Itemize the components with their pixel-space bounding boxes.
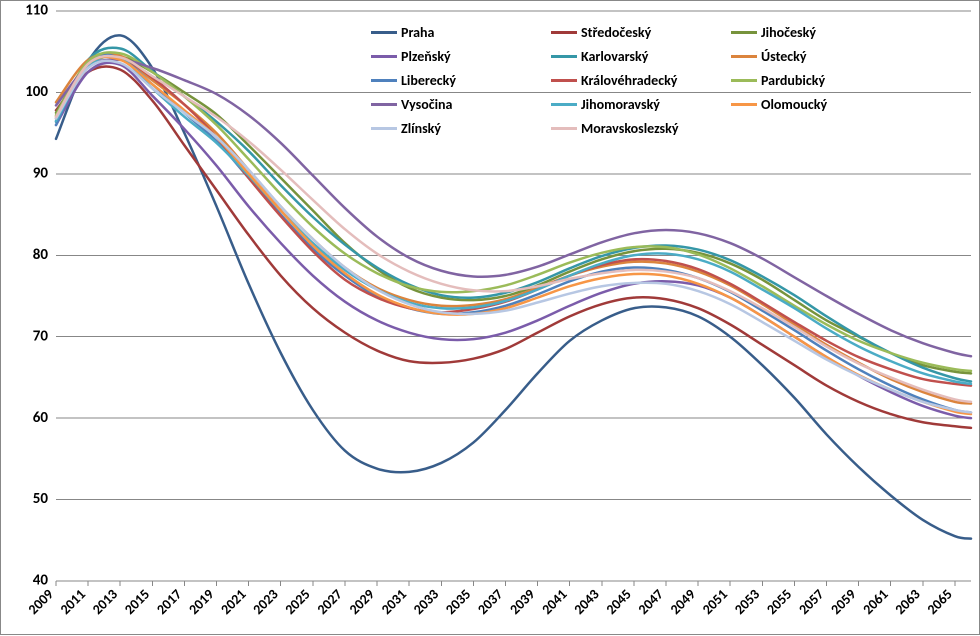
y-tick-label: 40 <box>33 572 49 590</box>
legend-swatch <box>371 55 397 58</box>
x-tick-label: 2025 <box>282 586 314 618</box>
legend-item: Pardubický <box>731 69 911 91</box>
y-tick-label: 70 <box>33 327 49 345</box>
legend-item: Olomoucký <box>731 93 911 115</box>
x-tick-label: 2045 <box>603 586 635 618</box>
x-tick-label: 2039 <box>506 586 538 618</box>
legend-label: Plzeňský <box>401 48 451 65</box>
x-tick-label: 2033 <box>410 586 442 618</box>
x-tick-label: 2011 <box>57 586 89 618</box>
legend-swatch <box>371 103 397 106</box>
y-tick-label: 90 <box>33 164 49 182</box>
x-tick-label: 2023 <box>249 586 281 618</box>
legend-item: Zlínský <box>371 117 551 139</box>
legend-item: Praha <box>371 21 551 43</box>
legend-label: Praha <box>401 24 434 41</box>
legend-item: Vysočina <box>371 93 551 115</box>
x-tick-label: 2027 <box>314 586 346 618</box>
legend-label: Jihočeský <box>761 24 816 41</box>
x-tick-label: 2013 <box>89 586 121 618</box>
legend-item: Jihočeský <box>731 21 911 43</box>
x-tick-label: 2065 <box>924 586 956 618</box>
legend-label: Olomoucký <box>761 96 827 113</box>
x-tick-label: 2059 <box>827 586 859 618</box>
legend-item: Královéhradecký <box>551 69 731 91</box>
x-tick-label: 2053 <box>731 586 763 618</box>
legend-swatch <box>551 127 577 130</box>
chart-container: 4050607080901001102009201120132015201720… <box>0 0 980 635</box>
y-tick-label: 60 <box>33 409 49 427</box>
x-tick-label: 2015 <box>121 586 153 618</box>
x-tick-label: 2029 <box>346 586 378 618</box>
x-tick-label: 2061 <box>859 586 891 618</box>
legend-item: Moravskoslezský <box>551 117 731 139</box>
legend-label: Středočeský <box>581 24 651 41</box>
y-tick-label: 100 <box>25 83 48 101</box>
legend-item: Jihomoravský <box>551 93 731 115</box>
legend-item: Plzeňský <box>371 45 551 67</box>
legend-item: Ústecký <box>731 45 911 67</box>
x-tick-label: 2043 <box>571 586 603 618</box>
legend-swatch <box>551 103 577 106</box>
legend-label: Zlínský <box>401 120 441 137</box>
y-tick-label: 80 <box>33 246 49 264</box>
legend-label: Ústecký <box>761 48 807 65</box>
x-tick-label: 2021 <box>217 586 249 618</box>
x-tick-label: 2049 <box>667 586 699 618</box>
x-tick-label: 2055 <box>763 586 795 618</box>
legend-swatch <box>551 55 577 58</box>
x-tick-label: 2017 <box>153 586 185 618</box>
legend-label: Pardubický <box>761 72 825 89</box>
legend-swatch <box>371 127 397 130</box>
legend-label: Královéhradecký <box>581 72 677 89</box>
x-tick-label: 2041 <box>538 586 570 618</box>
legend-label: Vysočina <box>401 96 452 113</box>
legend-item <box>731 117 911 139</box>
legend-swatch <box>731 79 757 82</box>
legend-swatch <box>551 31 577 34</box>
x-tick-label: 2037 <box>474 586 506 618</box>
legend-item: Karlovarský <box>551 45 731 67</box>
legend-label: Jihomoravský <box>581 96 660 113</box>
legend-item: Liberecký <box>371 69 551 91</box>
x-tick-label: 2047 <box>635 586 667 618</box>
legend-label: Liberecký <box>401 72 456 89</box>
legend-swatch <box>731 31 757 34</box>
legend-label: Karlovarský <box>581 48 648 65</box>
y-tick-label: 50 <box>33 490 49 508</box>
legend-swatch <box>731 55 757 58</box>
legend-swatch <box>371 79 397 82</box>
x-tick-label: 2035 <box>442 586 474 618</box>
legend-swatch <box>371 31 397 34</box>
x-tick-label: 2009 <box>25 586 57 618</box>
x-tick-label: 2063 <box>892 586 924 618</box>
y-tick-label: 110 <box>25 2 48 20</box>
x-tick-label: 2019 <box>185 586 217 618</box>
legend: Praha Středočeský Jihočeský Plzeňský Karlova… <box>371 21 911 141</box>
legend-swatch <box>551 79 577 82</box>
legend-swatch <box>731 103 757 106</box>
legend-item: Středočeský <box>551 21 731 43</box>
x-tick-label: 2057 <box>795 586 827 618</box>
legend-label: Moravskoslezský <box>581 120 678 137</box>
x-tick-label: 2031 <box>378 586 410 618</box>
x-tick-label: 2051 <box>699 586 731 618</box>
